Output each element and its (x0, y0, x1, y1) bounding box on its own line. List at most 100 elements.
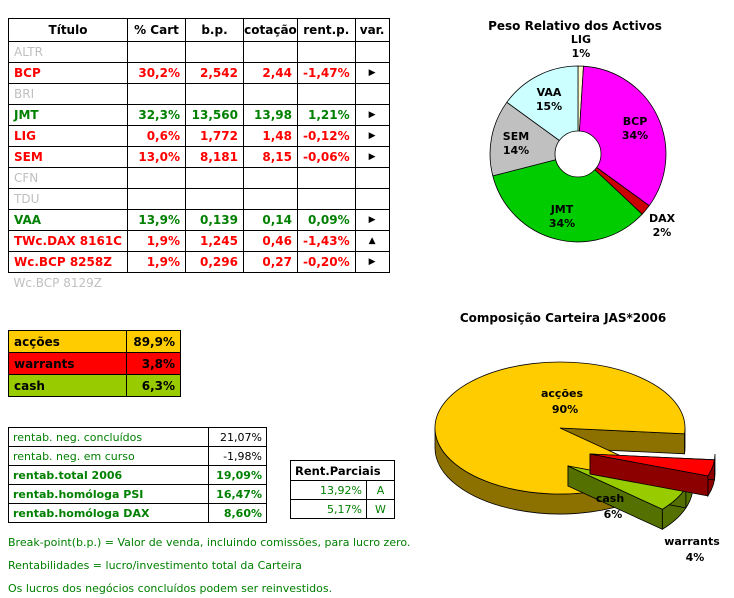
column-header-rentp[interactable]: rent.p. (296, 18, 356, 42)
cotacao-cell[interactable] (242, 167, 298, 189)
titulo-cell[interactable]: SEM (8, 146, 128, 168)
returns-label[interactable]: rentab. neg. concluídos (8, 427, 209, 447)
returns-value[interactable]: 21,07% (208, 427, 267, 447)
allocation-label[interactable]: cash (8, 374, 127, 397)
pct-cart-cell[interactable]: 13,0% (126, 146, 186, 168)
cotacao-cell[interactable] (242, 188, 298, 210)
rent-cell[interactable] (297, 273, 355, 294)
column-header-bp[interactable]: b.p. (184, 18, 244, 42)
pct-cart-cell[interactable] (126, 188, 186, 210)
partials-code[interactable]: A (366, 480, 395, 500)
bp-cell[interactable] (184, 41, 244, 63)
cotacao-cell[interactable] (243, 273, 297, 294)
var-cell[interactable] (354, 167, 390, 189)
rent-cell[interactable] (296, 83, 356, 105)
cotacao-cell[interactable] (242, 41, 298, 63)
bp-cell[interactable]: 0,296 (184, 251, 244, 273)
returns-value[interactable]: 19,09% (208, 465, 267, 485)
allocation-label[interactable]: acções (8, 330, 127, 353)
var-cell[interactable] (354, 83, 390, 105)
pct-cart-cell[interactable]: 1,9% (126, 230, 186, 252)
cotacao-cell[interactable]: 2,44 (242, 62, 298, 84)
var-cell[interactable]: ▶ (354, 251, 390, 273)
cotacao-cell[interactable]: 0,14 (242, 209, 298, 231)
rent-cell[interactable]: -1,43% (296, 230, 356, 252)
bp-cell[interactable]: 0,139 (184, 209, 244, 231)
titulo-cell[interactable]: Wc.BCP 8129Z (13, 276, 103, 291)
allocation-value[interactable]: 6,3% (126, 374, 181, 397)
bp-cell[interactable] (184, 188, 244, 210)
partials-code[interactable]: W (366, 499, 395, 519)
allocation-label[interactable]: warrants (8, 352, 127, 375)
column-header-ttulo[interactable]: Título (8, 18, 128, 42)
rent-cell[interactable] (296, 167, 356, 189)
var-cell[interactable]: ▶ (354, 104, 390, 126)
titulo-cell[interactable]: TWc.DAX 8161C (8, 230, 128, 252)
cotacao-cell[interactable]: 1,48 (242, 125, 298, 147)
pct-cart-cell[interactable]: 13,9% (126, 209, 186, 231)
partials-value[interactable]: 5,17% (290, 499, 367, 519)
cotacao-cell[interactable]: 0,46 (242, 230, 298, 252)
var-cell[interactable]: ▲ (354, 230, 390, 252)
rent-cell[interactable]: -0,12% (296, 125, 356, 147)
bp-cell[interactable]: 1,772 (184, 125, 244, 147)
bp-cell[interactable]: 1,245 (184, 230, 244, 252)
partials-value[interactable]: 13,92% (290, 480, 367, 500)
titulo-cell[interactable]: BRI (8, 83, 128, 105)
titulo-cell[interactable]: TDU (8, 188, 128, 210)
pct-cart-cell[interactable] (126, 83, 186, 105)
pct-cart-cell[interactable] (126, 41, 186, 63)
titulo-cell[interactable]: JMT (8, 104, 128, 126)
bp-cell[interactable]: 2,542 (184, 62, 244, 84)
column-header-cart[interactable]: % Cart (126, 18, 186, 42)
bp-cell[interactable] (185, 273, 243, 294)
var-cell[interactable] (354, 41, 390, 63)
donut-chart-peso-relativo[interactable]: Peso Relativo dos Activos LIG1%BCP34%DAX… (460, 8, 734, 300)
column-header-var[interactable]: var. (354, 18, 390, 42)
pct-cart-cell[interactable]: 0,6% (126, 125, 186, 147)
pct-cart-cell[interactable]: 30,2% (126, 62, 186, 84)
pct-cart-cell[interactable]: 32,3% (126, 104, 186, 126)
var-cell[interactable]: ▶ (354, 125, 390, 147)
var-cell[interactable]: ▶ (354, 62, 390, 84)
cotacao-cell[interactable]: 13,98 (242, 104, 298, 126)
rent-cell[interactable]: 0,09% (296, 209, 356, 231)
returns-value[interactable]: -1,98% (208, 446, 267, 466)
rent-cell[interactable]: -0,20% (296, 251, 356, 273)
titulo-cell[interactable]: CFN (8, 167, 128, 189)
titulo-cell[interactable]: ALTR (8, 41, 128, 63)
var-cell[interactable]: ▶ (354, 146, 390, 168)
returns-label[interactable]: rentab.total 2006 (8, 465, 209, 485)
pie3d-chart-composicao-carteira[interactable]: Composição Carteira JAS*2006 acções 90% wa… (420, 305, 734, 598)
returns-value[interactable]: 16,47% (208, 484, 267, 504)
bp-cell[interactable]: 8,181 (184, 146, 244, 168)
allocation-value[interactable]: 89,9% (126, 330, 181, 353)
bp-cell[interactable] (184, 83, 244, 105)
titulo-cell[interactable]: VAA (8, 209, 128, 231)
cotacao-cell[interactable]: 8,15 (242, 146, 298, 168)
cotacao-cell[interactable] (242, 83, 298, 105)
bp-cell[interactable]: 13,560 (184, 104, 244, 126)
pct-cart-cell[interactable] (127, 273, 185, 294)
rent-cell[interactable]: -0,06% (296, 146, 356, 168)
titulo-cell[interactable]: LIG (8, 125, 128, 147)
returns-label[interactable]: rentab.homóloga DAX (8, 503, 209, 523)
var-cell[interactable]: ▶ (354, 209, 390, 231)
bp-cell[interactable] (184, 167, 244, 189)
rent-cell[interactable]: 1,21% (296, 104, 356, 126)
cotacao-cell[interactable]: 0,27 (242, 251, 298, 273)
returns-label[interactable]: rentab. neg. em curso (8, 446, 209, 466)
rent-cell[interactable] (296, 41, 356, 63)
rent-cell[interactable] (296, 188, 356, 210)
returns-label[interactable]: rentab.homóloga PSI (8, 484, 209, 504)
rent-cell[interactable]: -1,47% (296, 62, 356, 84)
allocation-value[interactable]: 3,8% (126, 352, 181, 375)
titulo-cell[interactable]: BCP (8, 62, 128, 84)
var-cell[interactable] (355, 273, 389, 294)
pct-cart-cell[interactable] (126, 167, 186, 189)
var-cell[interactable] (354, 188, 390, 210)
returns-value[interactable]: 8,60% (208, 503, 267, 523)
pct-cart-cell[interactable]: 1,9% (126, 251, 186, 273)
titulo-cell[interactable]: Wc.BCP 8258Z (8, 251, 128, 273)
column-header-cotao[interactable]: cotação (242, 18, 298, 42)
